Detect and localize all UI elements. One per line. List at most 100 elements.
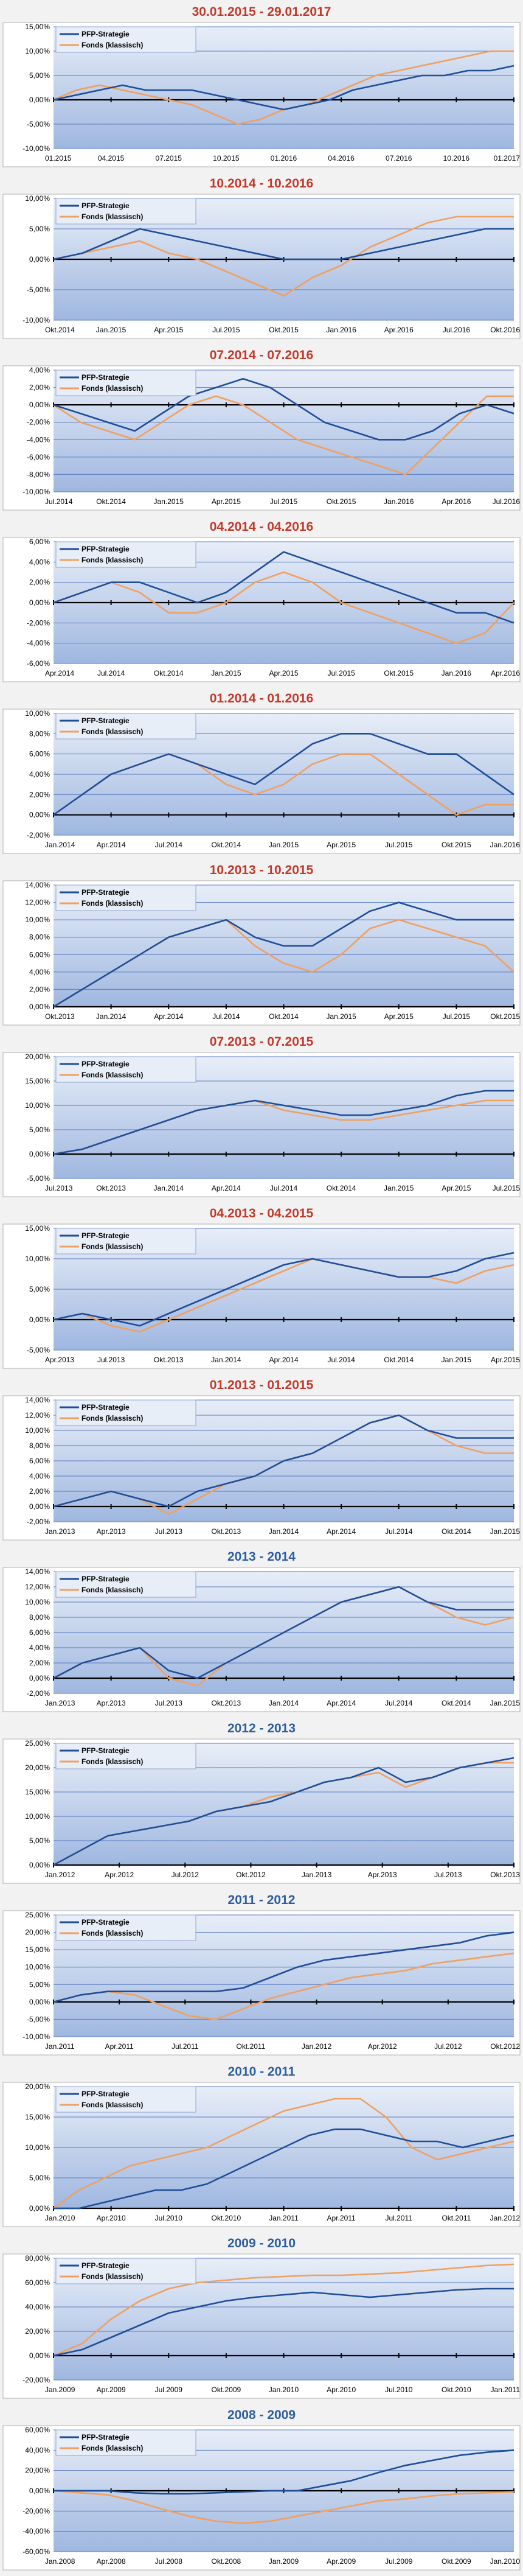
y-tick-label: 10,00% xyxy=(25,1426,50,1435)
y-tick-label: 4,00% xyxy=(29,1643,50,1652)
y-tick-label: 0,00% xyxy=(29,96,50,104)
x-tick-label: Apr.2015 xyxy=(154,326,183,334)
x-tick-label: Jul.2015 xyxy=(327,669,355,677)
legend-label: PFP-Strategie xyxy=(81,30,130,38)
series-line-fund xyxy=(53,2098,514,2210)
y-tick-label: 2,00% xyxy=(29,1659,50,1667)
x-tick-label: Jul.2013 xyxy=(155,1699,183,1707)
y-tick-label: -5,00% xyxy=(27,2015,50,2023)
x-tick-label: Jul.2008 xyxy=(155,2557,183,2566)
chart-panel: 04.2013 - 04.2015 15,00% 10,00% 5,00% 0,00% -… xyxy=(0,1202,523,1373)
line-chart: 10,00% 8,00% 6,00% 4,00% 2,00% 0,00% -2,00% Jan… xyxy=(2,709,521,854)
chart-panel: 10.2013 - 10.2015 14,00% 12,00% 10,00% 8,00%… xyxy=(0,858,523,1030)
series-line-strategy xyxy=(53,1414,514,1508)
y-tick-label: 2,00% xyxy=(29,1487,50,1496)
chart-panel: 30.01.2015 - 29.01.2017 15,00% 10,00% 5,00%… xyxy=(0,0,523,172)
x-tick-label: Apr.2013 xyxy=(45,1356,74,1364)
y-tick-label: 10,00% xyxy=(25,1598,50,1606)
x-tick-label: Okt.2013 xyxy=(45,1012,75,1021)
chart-panel: 07.2014 - 07.2016 4,00% 2,00% 0,00% -2,00% -4… xyxy=(0,343,523,515)
x-tick-label: Apr.2012 xyxy=(105,1871,134,1879)
x-tick-label: Jan.2014 xyxy=(269,1699,299,1707)
x-tick-label: Jul.2013 xyxy=(434,1871,462,1879)
line-chart: 20,00% 15,00% 10,00% 5,00% 0,00%Jan.2010 Apr.… xyxy=(2,2082,521,2227)
legend-box xyxy=(55,369,196,396)
y-tick-label: 14,00% xyxy=(25,1567,50,1576)
legend-label: Fonds (klassisch) xyxy=(81,384,143,393)
y-tick-label: 0,00% xyxy=(29,2204,50,2213)
chart-title: 01.2014 - 01.2016 xyxy=(209,691,314,705)
x-tick-label: Jan.2014 xyxy=(269,1527,299,1536)
y-tick-label: 0,00% xyxy=(29,1861,50,1869)
y-tick-label: -10,00% xyxy=(23,316,50,324)
x-tick-label: Apr.2013 xyxy=(97,1527,126,1536)
line-chart: 25,00% 20,00% 15,00% 10,00% 5,00% 0,00% Jan.20… xyxy=(2,1738,521,1884)
x-tick-label: Jan.2012 xyxy=(490,2214,521,2222)
chart-title: 2009 - 2010 xyxy=(227,2236,296,2250)
x-tick-label: Jul.2013 xyxy=(45,1184,73,1192)
x-tick-label: Apr.2014 xyxy=(327,1527,356,1536)
legend-box xyxy=(55,884,196,911)
x-tick-label: Okt.2016 xyxy=(490,326,520,334)
x-tick-label: Apr.2014 xyxy=(97,841,126,849)
legend-box xyxy=(55,1399,196,1426)
chart-title: 2010 - 2011 xyxy=(227,2065,296,2079)
y-tick-label: -4,00% xyxy=(27,639,50,648)
legend-box xyxy=(55,1743,196,1769)
x-tick-label: Okt.2009 xyxy=(442,2557,471,2566)
x-tick-label: Okt.2013 xyxy=(490,1871,520,1879)
line-chart: 4,00% 2,00% 0,00% -2,00% -4,00% -6,00% -8,00% -… xyxy=(2,365,521,511)
line-chart: 60,00% 40,00% 20,00% 0,00% -20,00% -40,00% -60… xyxy=(2,2425,521,2571)
y-tick-label: 40,00% xyxy=(25,2303,50,2311)
x-tick-label: Okt.2015 xyxy=(384,669,414,677)
x-tick-label: Jul.2014 xyxy=(385,1699,413,1707)
y-tick-label: 5,00% xyxy=(29,1836,50,1845)
y-tick-label: 20,00% xyxy=(25,2466,50,2475)
x-tick-label: Jul.2014 xyxy=(45,497,73,506)
legend-label: Fonds (klassisch) xyxy=(81,1757,143,1766)
legend-label: PFP-Strategie xyxy=(81,716,130,725)
series-line-fund xyxy=(53,215,514,297)
x-tick-label: Okt.2015 xyxy=(327,497,356,506)
legend-label: Fonds (klassisch) xyxy=(81,1414,143,1423)
x-tick-label: Jul.2015 xyxy=(270,497,298,506)
y-tick-label: 10,00% xyxy=(25,2143,50,2152)
x-tick-label: Jan.2013 xyxy=(45,1527,75,1536)
x-tick-label: Jan.2015 xyxy=(269,841,299,849)
x-tick-label: Jan.2016 xyxy=(442,669,472,677)
y-tick-label: 15,00% xyxy=(25,2113,50,2121)
x-tick-label: Okt.2010 xyxy=(212,2214,241,2222)
legend-box xyxy=(55,1914,196,1941)
x-tick-label: Apr.2014 xyxy=(212,1184,241,1192)
x-tick-label: Jan.2010 xyxy=(269,2385,299,2394)
y-tick-label: 5,00% xyxy=(29,1125,50,1134)
y-tick-label: 10,00% xyxy=(25,915,50,924)
x-tick-label: 10.2016 xyxy=(443,154,470,163)
chart-title: 07.2014 - 07.2016 xyxy=(209,348,314,362)
legend-label: Fonds (klassisch) xyxy=(81,1242,143,1251)
line-chart: 10,00% 5,00% 0,00% -5,00% -10,00% Okt.2014 Jan… xyxy=(2,194,521,339)
y-tick-label: 5,00% xyxy=(29,2174,50,2182)
series-line-fund xyxy=(53,2263,514,2357)
x-tick-label: Apr.2009 xyxy=(97,2385,126,2394)
y-tick-label: -10,00% xyxy=(23,2032,50,2041)
chart-panel: 01.2013 - 01.2015 14,00% 12,00% 10,00% 8,00%… xyxy=(0,1373,523,1545)
series-line-strategy xyxy=(53,228,514,261)
chart-panel: 2010 - 2011 20,00% 15,00% 10,00% 5,00% 0,00% J… xyxy=(0,2060,523,2231)
legend-label: PFP-Strategie xyxy=(81,888,130,897)
legend-label: Fonds (klassisch) xyxy=(81,727,143,736)
x-tick-label: Apr.2016 xyxy=(491,669,520,677)
series-line-strategy xyxy=(53,1586,514,1679)
series-line-fund xyxy=(53,1952,514,2020)
y-tick-label: 6,00% xyxy=(29,1628,50,1637)
series-line-fund xyxy=(53,2490,514,2524)
x-tick-label: Jul.2009 xyxy=(155,2385,183,2394)
y-tick-label: -5,00% xyxy=(27,1346,50,1354)
y-tick-label: 0,00% xyxy=(29,401,50,409)
legend-label: PFP-Strategie xyxy=(81,2090,130,2098)
y-tick-label: 2,00% xyxy=(29,383,50,392)
x-tick-label: Apr.2014 xyxy=(154,1012,183,1021)
series-line-strategy xyxy=(53,1251,514,1327)
x-tick-label: Okt.2014 xyxy=(442,1699,471,1707)
y-tick-label: 15,00% xyxy=(25,23,50,31)
